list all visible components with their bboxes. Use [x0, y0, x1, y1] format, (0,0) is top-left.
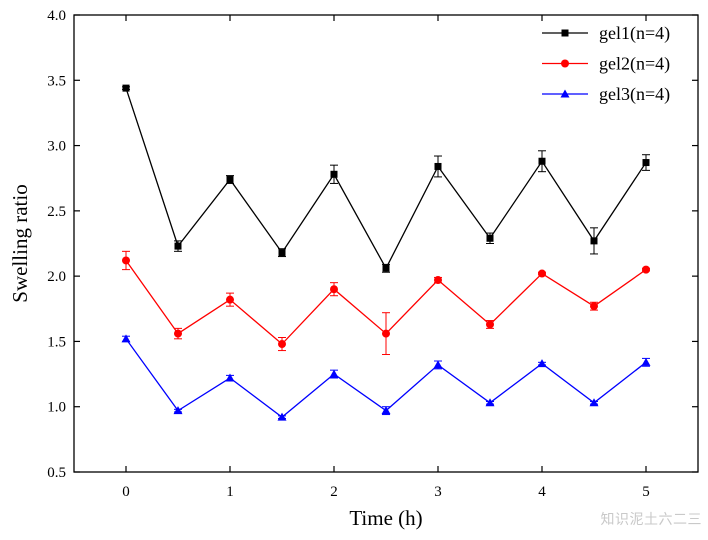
data-point [122, 256, 130, 265]
data-point [329, 369, 339, 378]
legend-label: gel2(n=4) [599, 54, 670, 75]
data-point [174, 329, 182, 338]
data-point [642, 265, 650, 274]
data-point [433, 360, 443, 369]
y-tick-label: 0.5 [47, 465, 66, 481]
series-line [125, 87, 647, 270]
data-point [174, 242, 182, 250]
data-point [330, 170, 338, 178]
data-point [537, 359, 547, 368]
data-point [277, 412, 287, 421]
data-point [560, 89, 570, 98]
plot-frame [73, 14, 699, 473]
data-point [122, 84, 130, 92]
x-tick-label: 4 [538, 484, 546, 500]
data-point [226, 176, 234, 184]
y-tick-label: 2.5 [47, 204, 66, 220]
data-point [382, 329, 390, 338]
x-tick-label: 0 [122, 484, 130, 500]
data-point [486, 234, 494, 242]
y-tick-label: 1.0 [47, 400, 66, 416]
data-point [485, 398, 495, 407]
data-point [434, 276, 442, 285]
data-point [561, 29, 569, 37]
y-tick-label: 2.0 [47, 269, 66, 285]
series-area [121, 84, 651, 421]
legend-label: gel1(n=4) [599, 23, 670, 44]
data-point [642, 159, 650, 167]
x-tick-label: 5 [642, 484, 650, 500]
data-point [278, 340, 286, 349]
data-point [641, 357, 651, 366]
data-point [225, 373, 235, 382]
x-tick-label: 2 [330, 484, 338, 500]
data-point [486, 320, 494, 329]
data-point [173, 406, 183, 415]
x-axis-title: Time (h) [349, 506, 422, 530]
data-point [538, 157, 546, 165]
series-gel2 [122, 250, 650, 355]
legend: gel1(n=4) gel2(n=4) gel3(n=4) [542, 23, 670, 105]
data-point [226, 295, 234, 304]
x-tick-label: 1 [226, 484, 234, 500]
data-point [589, 398, 599, 407]
y-axis-title: Swelling ratio [8, 184, 32, 302]
series-gel1 [122, 84, 650, 273]
data-point [590, 237, 598, 245]
y-tick-label: 3.5 [47, 73, 66, 89]
data-point [278, 249, 286, 257]
data-point [330, 285, 338, 294]
data-point [382, 264, 390, 272]
data-point [121, 334, 131, 343]
data-point [561, 59, 569, 68]
legend-item: gel2(n=4) [542, 54, 670, 75]
y-tick-label: 3.0 [47, 139, 66, 155]
data-point [590, 302, 598, 311]
axes: 0 1 2 3 4 5 0.5 1.0 1.5 2.0 2.5 3.0 3.5 4.0 [47, 8, 699, 500]
y-tick-label: 4.0 [47, 8, 66, 24]
data-point [434, 162, 442, 170]
data-point [381, 406, 391, 415]
x-tick-label: 3 [434, 484, 442, 500]
data-point [538, 269, 546, 278]
y-tick-label: 1.5 [47, 334, 66, 350]
legend-item: gel3(n=4) [542, 84, 670, 105]
legend-label: gel3(n=4) [599, 84, 670, 105]
watermark-text: 知识泥土六二三 [600, 512, 702, 528]
legend-item: gel1(n=4) [542, 23, 670, 44]
series-gel3 [121, 334, 651, 421]
